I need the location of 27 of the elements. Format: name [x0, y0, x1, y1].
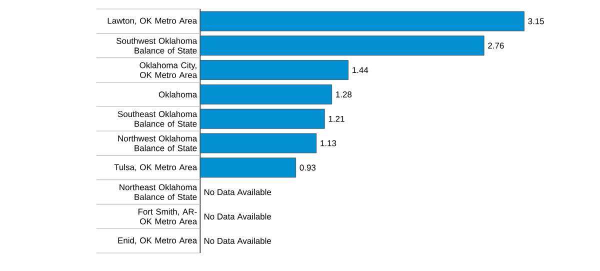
y-tick-label: Southeast Oklahoma Balance of State: [118, 110, 198, 127]
bar: [200, 36, 484, 56]
y-tick-label: Northeast Oklahoma Balance of State: [120, 184, 198, 200]
y-tick-label: Enid, OK Metro Area: [118, 237, 198, 244]
bar: [200, 158, 296, 178]
text: No Data Available: [204, 188, 272, 196]
text: No Data Available: [204, 238, 272, 244]
y-tick-label: Oklahoma City, OK Metro Area: [140, 62, 198, 78]
y-tick-label: Tulsa, OK Metro Area: [114, 164, 198, 172]
data-label: 1.28: [336, 91, 352, 98]
bar: [200, 108, 325, 129]
bar: [200, 11, 524, 32]
data-label: 1.44: [352, 67, 368, 73]
y-tick-label: Oklahoma: [158, 91, 198, 98]
data-label: 1.13: [320, 140, 336, 146]
y-tick-label: Fort Smith, AR-OK Metro Area: [138, 208, 198, 224]
data-label: 1.21: [328, 116, 344, 122]
data-label: 3.15: [528, 18, 544, 24]
bar: [200, 133, 317, 154]
text: No Data Available: [204, 213, 272, 220]
y-tick-label: Southwest Oklahoma Balance of State: [116, 38, 198, 54]
y-tick-label: Lawton, OK Metro Area: [108, 18, 198, 25]
data-label: 2.76: [488, 42, 504, 49]
data-label: 0.93: [300, 164, 316, 171]
bar: [200, 60, 349, 80]
bar: [200, 84, 332, 104]
y-tick-label: Northwest Oklahoma Balance of State: [118, 135, 198, 152]
